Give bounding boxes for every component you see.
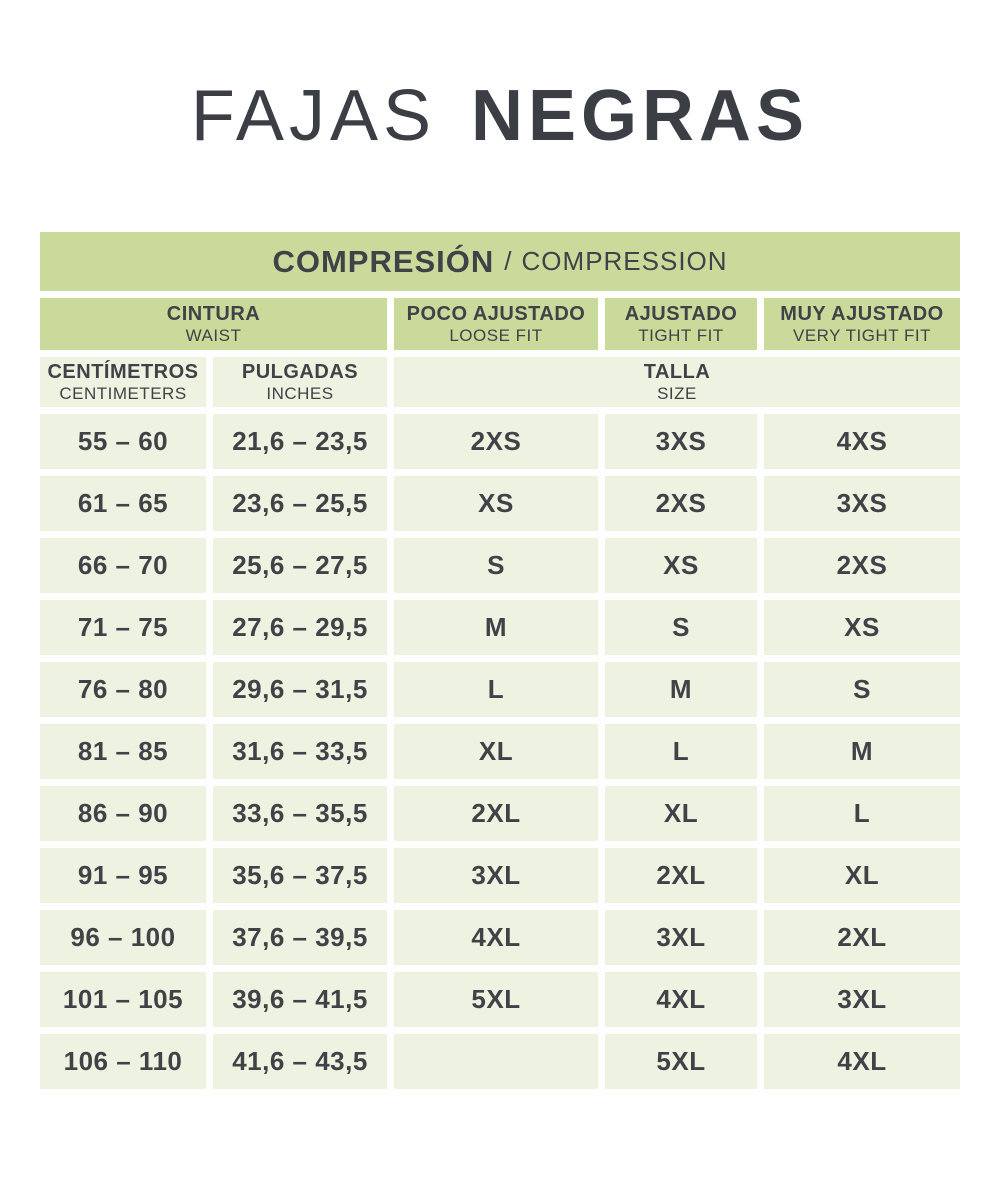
- cell-tight-fit: 2XL: [605, 848, 757, 903]
- cell-loose-fit: XS: [394, 476, 598, 531]
- cell-loose-fit: XL: [394, 724, 598, 779]
- cell-tight-fit: 2XS: [605, 476, 757, 531]
- header-waist: CINTURA WAIST: [40, 298, 387, 350]
- cell-tight-fit: 4XL: [605, 972, 757, 1027]
- cell-inches: 39,6 – 41,5: [213, 972, 387, 1027]
- header-very-tight-fit: MUY AJUSTADO VERY TIGHT FIT: [764, 298, 960, 350]
- size-chart-page: FAJAS NEGRAS COMPRESIÓN / COMPRESSION CI…: [0, 0, 1000, 1089]
- cell-loose-fit: M: [394, 600, 598, 655]
- cell-centimeters: 71 – 75: [40, 600, 206, 655]
- compression-size-table: COMPRESIÓN / COMPRESSION CINTURA WAIST P…: [40, 232, 960, 1089]
- title-word-bold: NEGRAS: [471, 76, 810, 156]
- cell-tight-fit: 3XL: [605, 910, 757, 965]
- header-tight-fit-es: AJUSTADO: [624, 302, 738, 325]
- subheader-size-es: TALLA: [643, 360, 711, 383]
- banner-title-en: COMPRESSION: [521, 246, 728, 276]
- cell-loose-fit: 2XL: [394, 786, 598, 841]
- cell-centimeters: 106 – 110: [40, 1034, 206, 1089]
- subheader-inches: PULGADAS INCHES: [213, 357, 387, 407]
- subheader-size-en: SIZE: [657, 383, 697, 403]
- cell-tight-fit: M: [605, 662, 757, 717]
- cell-loose-fit: 2XS: [394, 414, 598, 469]
- header-very-tight-fit-en: VERY TIGHT FIT: [793, 325, 931, 345]
- cell-very-tight-fit: 4XS: [764, 414, 960, 469]
- cell-tight-fit: XL: [605, 786, 757, 841]
- cell-inches: 21,6 – 23,5: [213, 414, 387, 469]
- cell-inches: 37,6 – 39,5: [213, 910, 387, 965]
- header-loose-fit-es: POCO AJUSTADO: [406, 302, 586, 325]
- cell-inches: 23,6 – 25,5: [213, 476, 387, 531]
- banner-title-es: COMPRESIÓN: [272, 243, 495, 279]
- header-loose-fit: POCO AJUSTADO LOOSE FIT: [394, 298, 598, 350]
- cell-inches: 27,6 – 29,5: [213, 600, 387, 655]
- cell-loose-fit: [394, 1034, 598, 1089]
- cell-tight-fit: S: [605, 600, 757, 655]
- cell-very-tight-fit: 2XS: [764, 538, 960, 593]
- cell-loose-fit: L: [394, 662, 598, 717]
- cell-inches: 29,6 – 31,5: [213, 662, 387, 717]
- cell-very-tight-fit: S: [764, 662, 960, 717]
- cell-tight-fit: XS: [605, 538, 757, 593]
- cell-centimeters: 81 – 85: [40, 724, 206, 779]
- cell-centimeters: 91 – 95: [40, 848, 206, 903]
- subheader-inches-en: INCHES: [266, 383, 334, 403]
- cell-inches: 35,6 – 37,5: [213, 848, 387, 903]
- header-tight-fit: AJUSTADO TIGHT FIT: [605, 298, 757, 350]
- cell-loose-fit: 4XL: [394, 910, 598, 965]
- cell-very-tight-fit: XS: [764, 600, 960, 655]
- cell-very-tight-fit: 2XL: [764, 910, 960, 965]
- cell-inches: 41,6 – 43,5: [213, 1034, 387, 1089]
- cell-very-tight-fit: 3XS: [764, 476, 960, 531]
- banner-separator: /: [504, 246, 512, 276]
- cell-very-tight-fit: XL: [764, 848, 960, 903]
- header-very-tight-fit-es: MUY AJUSTADO: [780, 302, 944, 325]
- cell-inches: 25,6 – 27,5: [213, 538, 387, 593]
- cell-very-tight-fit: L: [764, 786, 960, 841]
- header-waist-en: WAIST: [185, 325, 242, 345]
- page-title: FAJAS NEGRAS: [191, 75, 809, 157]
- header-loose-fit-en: LOOSE FIT: [449, 325, 543, 345]
- subheader-inches-es: PULGADAS: [241, 360, 359, 383]
- cell-loose-fit: S: [394, 538, 598, 593]
- cell-very-tight-fit: 4XL: [764, 1034, 960, 1089]
- cell-very-tight-fit: M: [764, 724, 960, 779]
- subheader-centimeters: CENTÍMETROS CENTIMETERS: [40, 357, 206, 407]
- subheader-centimeters-es: CENTÍMETROS: [47, 360, 199, 383]
- page-title-wrap: FAJAS NEGRAS: [0, 0, 1000, 232]
- cell-loose-fit: 3XL: [394, 848, 598, 903]
- compression-banner: COMPRESIÓN / COMPRESSION: [40, 232, 960, 291]
- cell-centimeters: 61 – 65: [40, 476, 206, 531]
- cell-tight-fit: L: [605, 724, 757, 779]
- cell-loose-fit: 5XL: [394, 972, 598, 1027]
- header-tight-fit-en: TIGHT FIT: [638, 325, 724, 345]
- subheader-centimeters-en: CENTIMETERS: [59, 383, 187, 403]
- header-waist-es: CINTURA: [166, 302, 261, 325]
- cell-centimeters: 55 – 60: [40, 414, 206, 469]
- cell-centimeters: 101 – 105: [40, 972, 206, 1027]
- cell-inches: 33,6 – 35,5: [213, 786, 387, 841]
- cell-inches: 31,6 – 33,5: [213, 724, 387, 779]
- cell-centimeters: 66 – 70: [40, 538, 206, 593]
- cell-tight-fit: 5XL: [605, 1034, 757, 1089]
- cell-centimeters: 86 – 90: [40, 786, 206, 841]
- subheader-size: TALLA SIZE: [394, 357, 960, 407]
- cell-very-tight-fit: 3XL: [764, 972, 960, 1027]
- cell-centimeters: 96 – 100: [40, 910, 206, 965]
- cell-tight-fit: 3XS: [605, 414, 757, 469]
- cell-centimeters: 76 – 80: [40, 662, 206, 717]
- title-word-light: FAJAS: [190, 76, 436, 156]
